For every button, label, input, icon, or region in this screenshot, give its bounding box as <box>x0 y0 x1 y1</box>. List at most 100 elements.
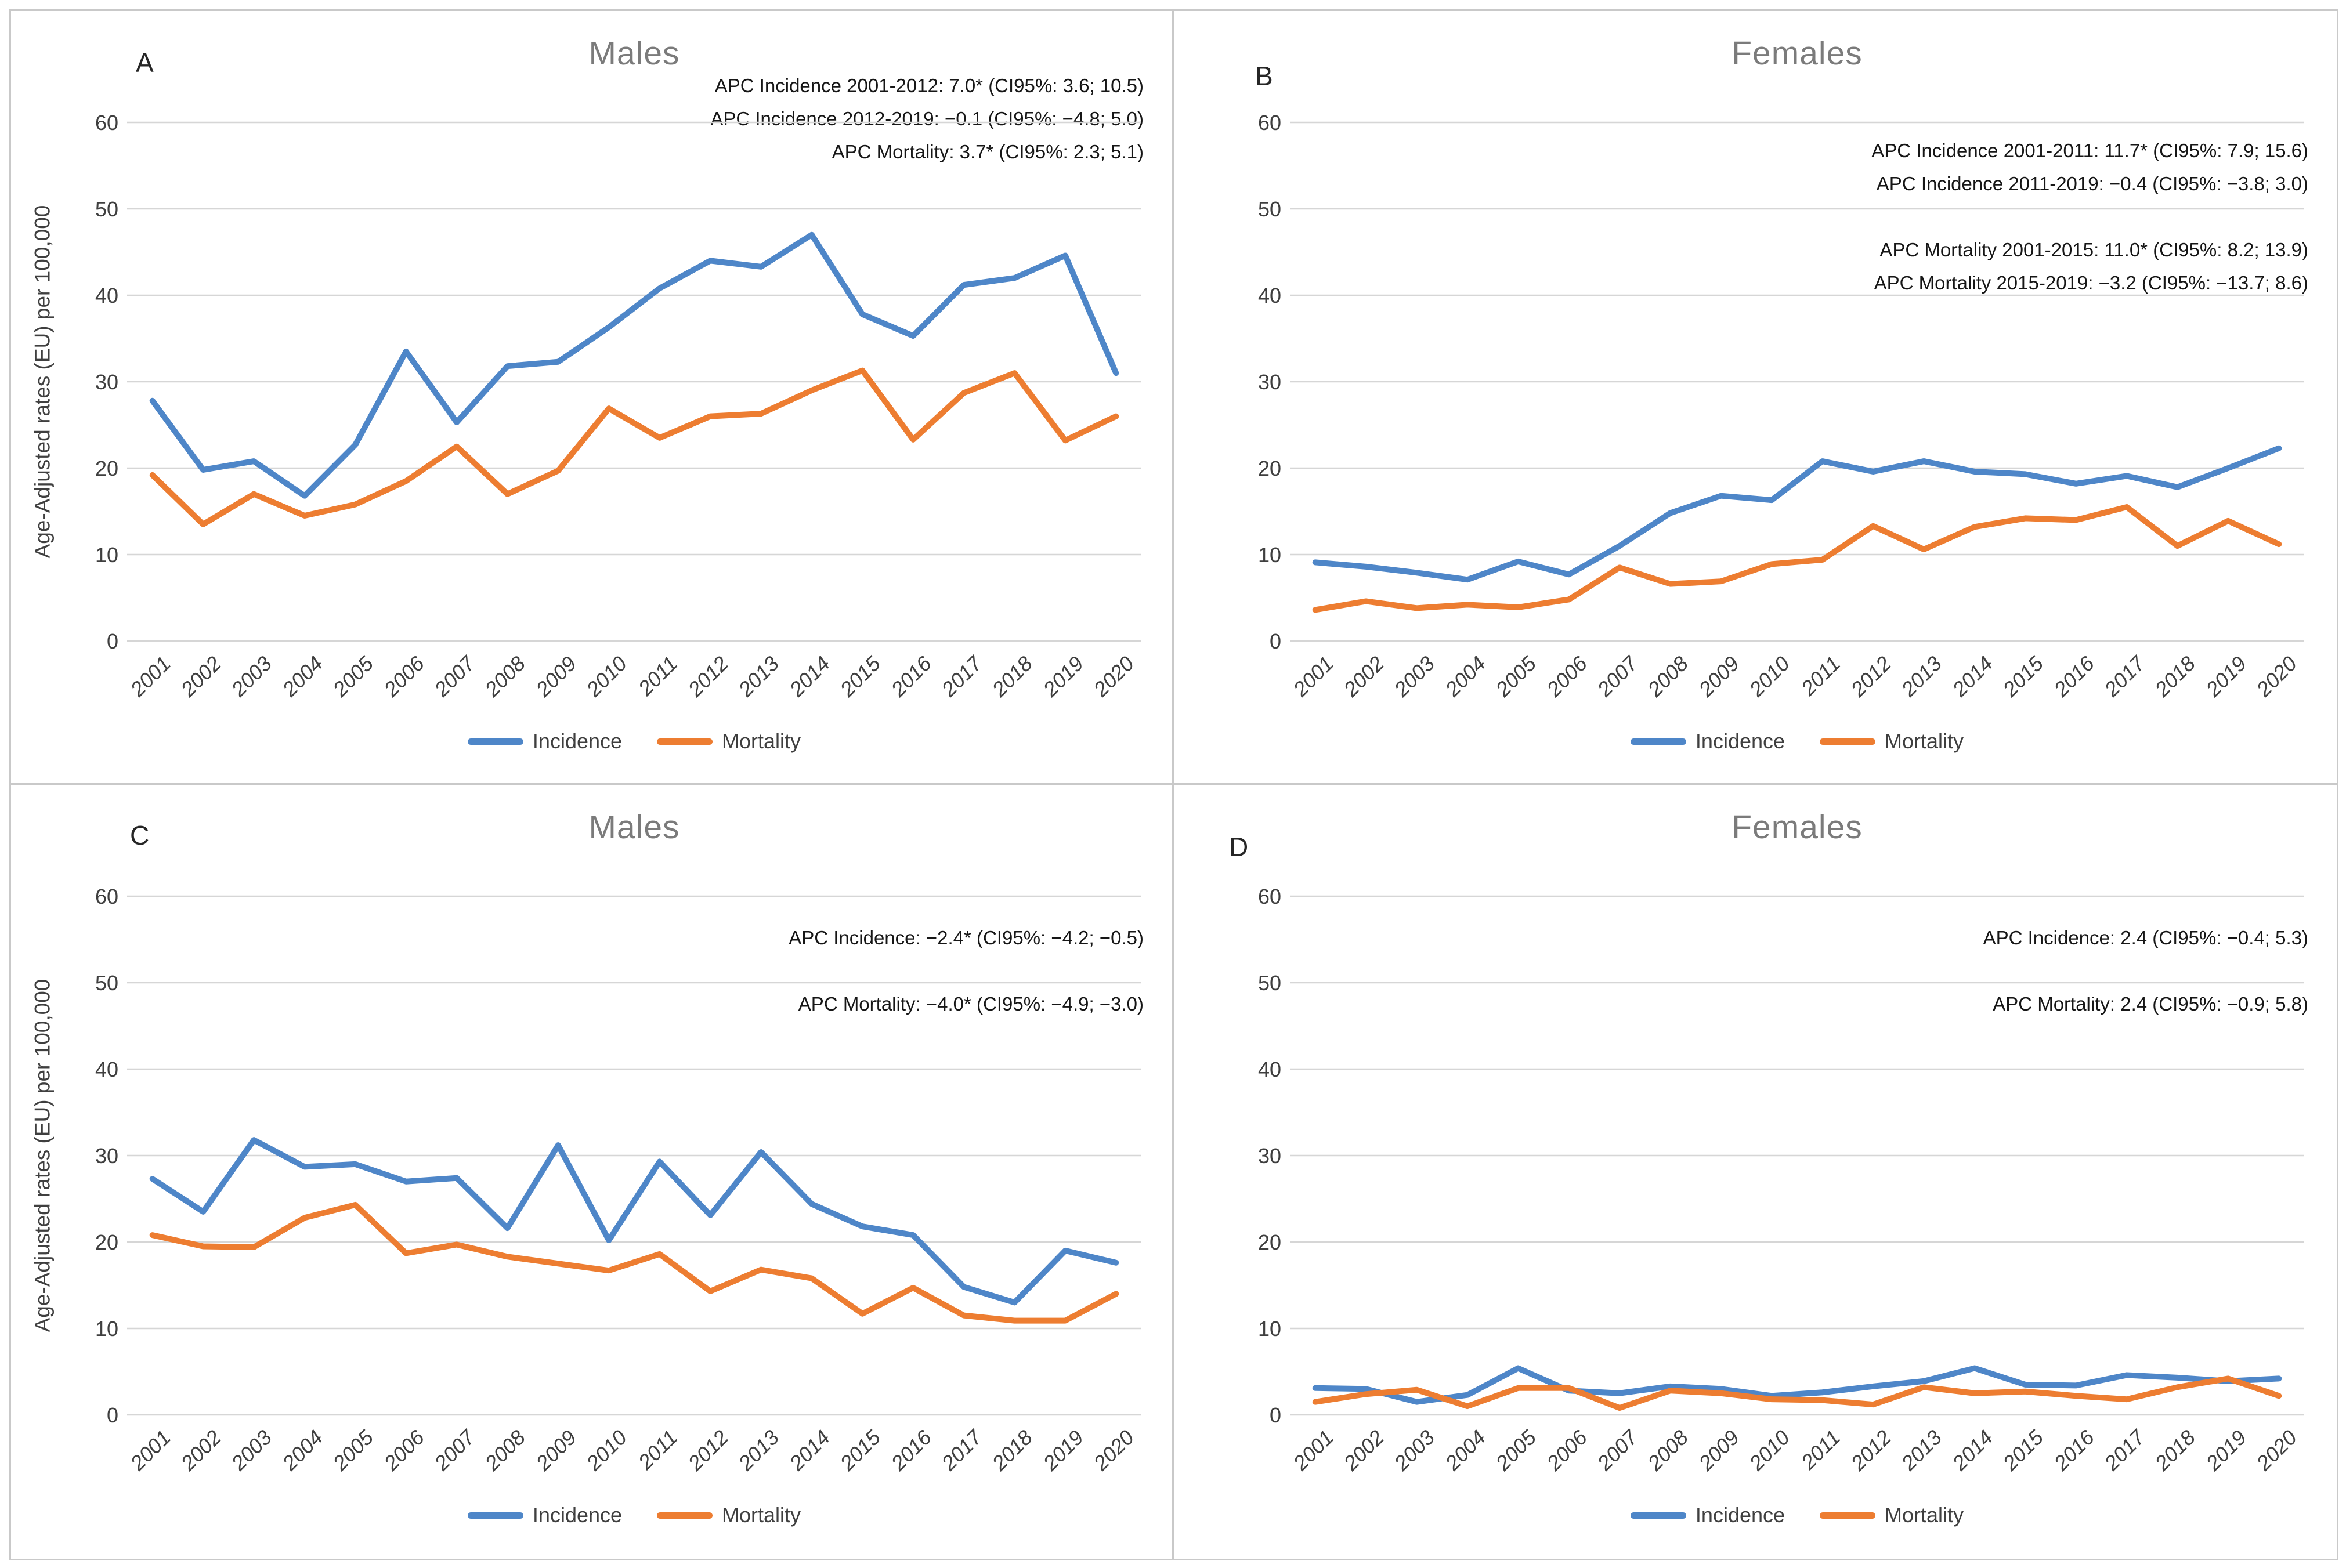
incidence-line-swatch-icon <box>467 1512 523 1519</box>
mortality-line <box>149 1201 1119 1324</box>
chart-panel-b: B Females APC Incidence 2001-2011: 11.7*… <box>1174 11 2337 785</box>
x-tick-label: 2020 <box>1089 651 1139 701</box>
y-tick-label: 50 <box>95 197 118 221</box>
apc-annotations: APC Incidence 2001-2011: 11.7* (CI95%: 7… <box>1871 134 2308 299</box>
y-tick-label: 30 <box>1257 1144 1281 1168</box>
y-tick-label: 50 <box>1257 197 1281 221</box>
chart-panel-c: C Males APC Incidence: −2.4* (CI95%: −4.… <box>11 785 1174 1559</box>
mortality-line <box>1312 1375 2282 1411</box>
x-tick-label: 2020 <box>1089 1425 1139 1475</box>
y-tick-label: 20 <box>95 1230 118 1254</box>
y-tick-label: 10 <box>95 543 118 567</box>
y-tick-label: 30 <box>95 370 118 394</box>
mortality-line-swatch-icon <box>657 1512 713 1519</box>
y-tick-label: 10 <box>95 1317 118 1341</box>
incidence-line <box>1312 445 2282 583</box>
apc-annotations: APC Incidence 2001-2012: 7.0* (CI95%: 3.… <box>710 69 1144 168</box>
apc-annotation-line: APC Incidence: 2.4 (CI95%: −0.4; 5.3) <box>1983 927 2308 948</box>
legend-item-incidence: Incidence <box>1630 729 1785 754</box>
apc-annotation-line: APC Mortality: 2.4 (CI95%: −0.9; 5.8) <box>1993 993 2308 1015</box>
chart-legend: Incidence Mortality <box>127 1503 1141 1527</box>
mortality-line-swatch-icon <box>1820 1512 1876 1519</box>
apc-annotation-line: APC Incidence: −2.4* (CI95%: −4.2; −0.5) <box>789 927 1144 948</box>
legend-label-incidence: Incidence <box>532 729 623 753</box>
panel-title: Females <box>1732 35 1863 72</box>
panel-letter: A <box>136 48 154 78</box>
apc-annotation-line: APC Mortality 2015-2019: −3.2 (CI95%: −1… <box>1874 272 2308 294</box>
mortality-line-swatch-icon <box>1820 738 1876 745</box>
apc-annotation-line: APC Mortality 2001-2015: 11.0* (CI95%: 8… <box>1879 239 2308 260</box>
apc-annotation-line: APC Mortality: 3.7* (CI95%: 2.3; 5.1) <box>832 141 1144 162</box>
y-tick-label: 60 <box>95 885 118 908</box>
y-tick-label: 50 <box>95 971 118 995</box>
y-tick-label: 40 <box>1257 1058 1281 1081</box>
x-tick-label: 2020 <box>2251 1425 2302 1475</box>
line-chart <box>127 895 1141 1416</box>
incidence-line-swatch-icon <box>467 738 523 745</box>
y-tick-label: 60 <box>1257 111 1281 135</box>
legend-item-incidence: Incidence <box>467 729 623 754</box>
legend-item-mortality: Mortality <box>1820 729 1964 754</box>
legend-label-mortality: Mortality <box>1885 1503 1964 1527</box>
legend-label-mortality: Mortality <box>1885 729 1964 753</box>
apc-annotations: APC Incidence: −2.4* (CI95%: −4.2; −0.5)… <box>789 921 1144 1020</box>
y-tick-label: 50 <box>1257 971 1281 995</box>
legend-label-incidence: Incidence <box>1695 729 1785 753</box>
y-tick-label: 60 <box>1257 885 1281 908</box>
incidence-line <box>1312 1365 2282 1405</box>
chart-legend: Incidence Mortality <box>1290 1503 2304 1527</box>
legend-label-incidence: Incidence <box>532 1503 623 1527</box>
incidence-line-swatch-icon <box>1630 1512 1686 1519</box>
incidence-line-swatch-icon <box>1630 738 1686 745</box>
y-tick-label: 20 <box>1257 457 1281 480</box>
line-chart <box>127 121 1141 642</box>
y-tick-label: 20 <box>1257 1230 1281 1254</box>
y-tick-label: 40 <box>95 284 118 307</box>
panel-title: Males <box>588 35 680 72</box>
y-tick-label: 10 <box>1257 1317 1281 1341</box>
apc-annotation-line: APC Incidence 2011-2019: −0.4 (CI95%: −3… <box>1876 173 2308 194</box>
mortality-line <box>149 367 1119 527</box>
panel-letter: B <box>1255 61 1273 91</box>
y-tick-label: 20 <box>95 457 118 480</box>
mortality-line-swatch-icon <box>657 738 713 745</box>
chart-panel-d: D Females APC Incidence: 2.4 (CI95%: −0.… <box>1174 785 2337 1559</box>
line-chart <box>1290 121 2304 642</box>
panel-title: Males <box>588 809 680 846</box>
mortality-line <box>1312 504 2282 613</box>
legend-item-mortality: Mortality <box>657 729 801 754</box>
y-tick-label: 30 <box>1257 370 1281 394</box>
y-tick-label: 30 <box>95 1144 118 1168</box>
apc-annotations: APC Incidence: 2.4 (CI95%: −0.4; 5.3) AP… <box>1983 921 2308 1020</box>
y-tick-label: 60 <box>95 111 118 135</box>
apc-annotation-line: APC Mortality: −4.0* (CI95%: −4.9; −3.0) <box>798 993 1144 1015</box>
four-panel-incidence-mortality-figure: A Males APC Incidence 2001-2012: 7.0* (C… <box>9 9 2338 1560</box>
incidence-line <box>149 231 1119 499</box>
y-tick-label: 10 <box>1257 543 1281 567</box>
panel-letter: D <box>1229 832 1249 862</box>
legend-item-incidence: Incidence <box>1630 1503 1785 1527</box>
chart-panel-a: A Males APC Incidence 2001-2012: 7.0* (C… <box>11 11 1174 785</box>
legend-label-incidence: Incidence <box>1695 1503 1785 1527</box>
apc-annotation-line: APC Incidence 2001-2012: 7.0* (CI95%: 3.… <box>714 75 1144 96</box>
legend-item-incidence: Incidence <box>467 1503 623 1527</box>
legend-label-mortality: Mortality <box>722 1503 801 1527</box>
legend-label-mortality: Mortality <box>722 729 801 753</box>
y-tick-label: 0 <box>106 629 118 653</box>
x-tick-label: 2020 <box>2251 651 2302 701</box>
apc-annotation-line: APC Incidence 2001-2011: 11.7* (CI95%: 7… <box>1871 140 2308 161</box>
panel-letter: C <box>130 820 150 850</box>
legend-item-mortality: Mortality <box>1820 1503 1964 1527</box>
apc-annotation-line: APC Incidence 2012-2019: −0.1 (CI95%: −4… <box>710 108 1144 129</box>
y-tick-label: 40 <box>1257 284 1281 307</box>
chart-legend: Incidence Mortality <box>127 729 1141 754</box>
chart-legend: Incidence Mortality <box>1290 729 2304 754</box>
y-tick-label: 0 <box>1269 1403 1281 1427</box>
panel-title: Females <box>1732 809 1863 846</box>
legend-item-mortality: Mortality <box>657 1503 801 1527</box>
incidence-line <box>149 1137 1119 1306</box>
line-chart <box>1290 895 2304 1416</box>
y-tick-label: 0 <box>1269 629 1281 653</box>
y-tick-label: 0 <box>106 1403 118 1427</box>
y-tick-label: 40 <box>95 1058 118 1081</box>
